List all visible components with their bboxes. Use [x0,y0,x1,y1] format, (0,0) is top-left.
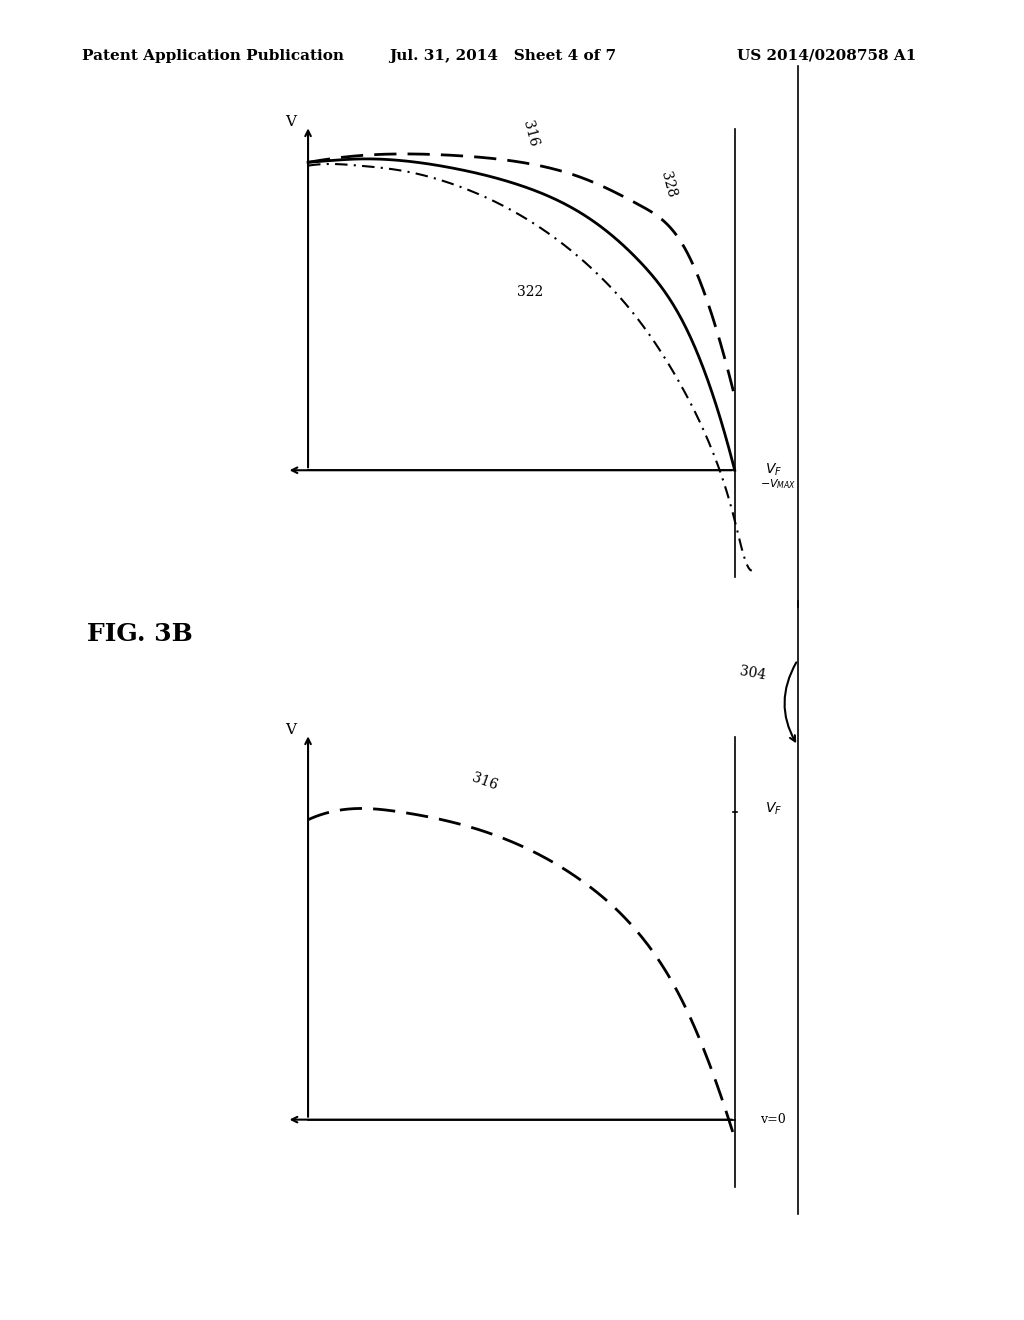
Text: 316: 316 [520,120,540,149]
Text: $-V_{MAX}$: $-V_{MAX}$ [760,477,797,491]
Text: FIG. 3B: FIG. 3B [87,622,193,645]
Text: US 2014/0208758 A1: US 2014/0208758 A1 [737,49,916,63]
Text: $V_F$: $V_F$ [765,462,781,478]
Text: V: V [286,115,297,129]
Text: 322: 322 [517,285,543,300]
Text: 304: 304 [738,664,767,682]
Text: $V_F$: $V_F$ [765,800,781,817]
Text: 316: 316 [470,771,500,793]
Text: v=0: v=0 [760,1113,786,1126]
Text: V: V [286,723,297,738]
Text: Jul. 31, 2014   Sheet 4 of 7: Jul. 31, 2014 Sheet 4 of 7 [389,49,616,63]
Text: 328: 328 [658,170,678,199]
Text: Patent Application Publication: Patent Application Publication [82,49,344,63]
